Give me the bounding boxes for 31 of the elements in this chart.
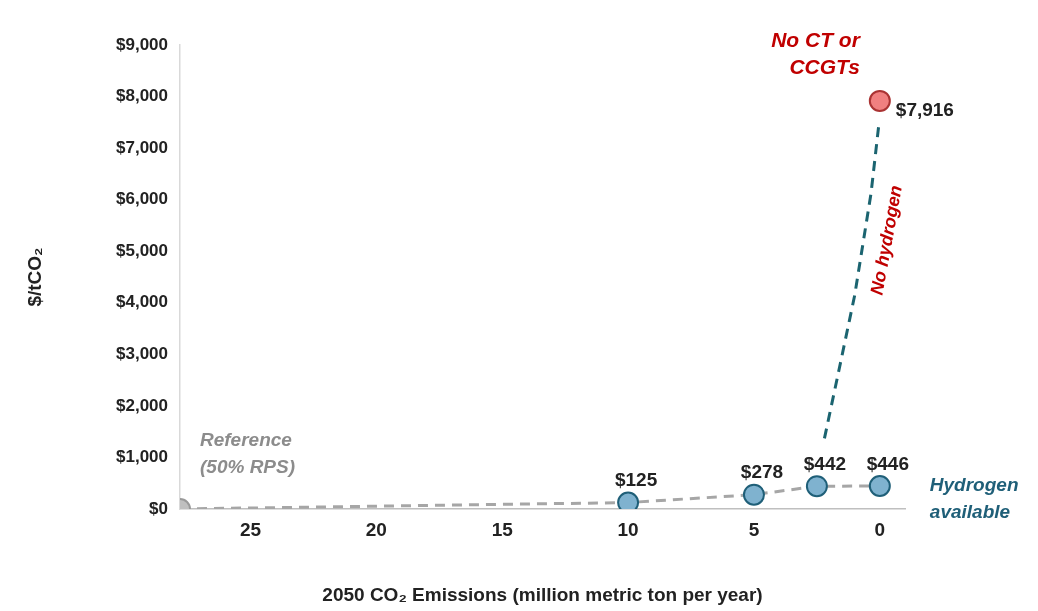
y-tick-label: $5,000 — [116, 240, 168, 260]
y-tick-label: $7,000 — [116, 137, 168, 157]
data-label: $278 — [740, 461, 784, 483]
x-tick-label: 25 — [239, 518, 262, 540]
annotation: Reference (50% RPS) — [200, 429, 296, 478]
x-axis-title: 2050 CO₂ Emissions (million metric ton per year) — [322, 583, 763, 605]
text: Hydrogen available — [929, 474, 1019, 523]
y-tick-label: $0 — [149, 498, 168, 518]
y-tick-label: $2,000 — [116, 395, 168, 415]
y-axis-title: $/tCO₂ — [23, 247, 45, 307]
x-tick-label: 20 — [365, 518, 387, 540]
y-tick-label: $9,000 — [116, 34, 168, 54]
x-tick-label: 15 — [491, 518, 514, 540]
x-tick-label: 10 — [617, 518, 639, 540]
y-tick-label: $8,000 — [116, 86, 168, 106]
data-label: $125 — [614, 469, 658, 491]
point — [868, 475, 891, 498]
data-label: $7,916 — [895, 99, 954, 121]
x-tick-label: 0 — [874, 518, 886, 540]
y-tick-label: $3,000 — [116, 344, 168, 364]
point — [742, 483, 765, 506]
text: No hydrogen — [866, 183, 906, 297]
data-label: $446 — [866, 452, 909, 474]
y-tick-label: $6,000 — [116, 189, 168, 209]
annotation: No CT or CCGTs — [771, 27, 862, 78]
point — [805, 475, 828, 498]
x-tick-label: 5 — [748, 518, 760, 540]
y-tick-label: $4,000 — [116, 292, 168, 312]
y-tick-label: $1,000 — [116, 447, 168, 467]
point — [868, 89, 891, 112]
data-label: $442 — [803, 452, 847, 474]
